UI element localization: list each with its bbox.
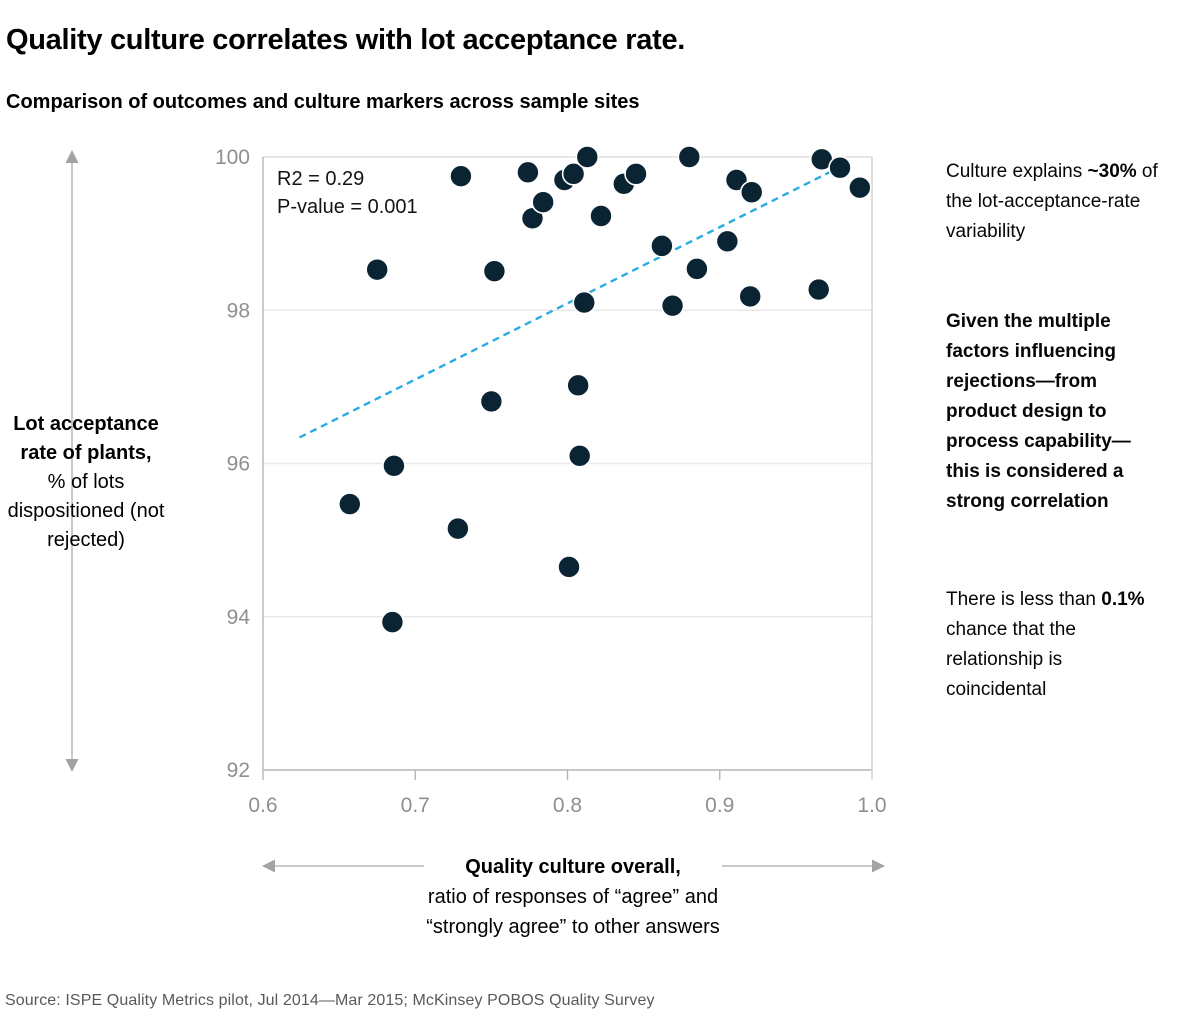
scatter-point [380, 610, 405, 634]
r-squared-value: R2 = 0.29 [277, 168, 365, 190]
scatter-point [739, 180, 764, 205]
source-note: Source: ISPE Quality Metrics pilot, Jul … [5, 992, 655, 1009]
x-axis-title-bold: Quality culture overall, [465, 856, 681, 878]
scatter-point [575, 145, 600, 169]
scatter-point [806, 277, 831, 302]
scatter-point [531, 190, 555, 215]
scatter-point [557, 555, 581, 579]
scatter-point [677, 145, 702, 169]
arrow-left-icon [262, 859, 275, 873]
scatter-point [660, 293, 685, 318]
annotation-coincidental: There is less than 0.1% chance that the … [946, 585, 1160, 705]
scatter-point [382, 453, 406, 478]
arrow-up-icon [65, 150, 79, 163]
scatter-point [572, 290, 597, 315]
y-tick-label: 92 [227, 759, 250, 782]
scatter-point [566, 373, 590, 398]
scatter-point [516, 160, 540, 185]
scatter-point [828, 155, 852, 180]
scatter-point [685, 257, 709, 281]
y-axis-title: Lot acceptance rate of plants, % of lots… [0, 410, 172, 555]
page-subtitle: Comparison of outcomes and culture marke… [6, 90, 640, 113]
stats-annotation: R2 = 0.29 P-value = 0.001 [277, 165, 418, 221]
annotation-text: Culture explains [946, 161, 1088, 182]
scatter-point [650, 234, 674, 258]
x-tick-label: 0.8 [553, 794, 582, 817]
scatter-point [589, 204, 613, 228]
x-tick-label: 1.0 [857, 794, 886, 817]
y-tick-label: 94 [227, 606, 251, 629]
arrow-down-icon [65, 759, 79, 772]
annotation-text: chance that the relationship is coincide… [946, 619, 1076, 700]
y-axis-title-bold: Lot acceptance rate of plants, [13, 413, 159, 464]
scatter-point [624, 162, 648, 186]
annotation-text: Given the multiple factors influencing r… [946, 311, 1131, 512]
trend-line [299, 165, 841, 439]
x-tick-label: 0.7 [401, 794, 430, 817]
annotation-text: of the lot-acceptance-rate variability [946, 161, 1158, 242]
annotation-strong-correlation: Given the multiple factors influencing r… [946, 307, 1146, 517]
x-axis-title-rest: ratio of responses of “agree” and “stron… [426, 886, 720, 938]
scatter-point [482, 259, 507, 283]
y-tick-label: 100 [215, 146, 250, 169]
annotation-bold-30pct: ~30% [1087, 161, 1137, 182]
p-value: P-value = 0.001 [277, 196, 418, 218]
scatter-point [848, 175, 872, 200]
x-tick-label: 0.6 [248, 794, 277, 817]
y-tick-label: 98 [227, 299, 250, 322]
x-tick-label: 0.9 [705, 794, 734, 817]
arrow-right-icon [872, 859, 885, 873]
scatter-point [561, 162, 586, 186]
annotation-bold-01pct: 0.1% [1101, 589, 1145, 610]
scatter-point [724, 168, 749, 192]
y-tick-label: 96 [227, 453, 250, 476]
y-axis-title-rest: % of lots dispositioned (not rejected) [7, 471, 165, 551]
scatter-point [337, 492, 362, 516]
x-axis-title: Quality culture overall, ratio of respon… [398, 852, 748, 942]
annotation-text: There is less than [946, 589, 1102, 610]
scatter-point [479, 389, 504, 414]
scatter-point [446, 516, 470, 541]
page-title: Quality culture correlates with lot acce… [6, 24, 686, 57]
scatter-point [365, 257, 389, 282]
scatter-point [449, 164, 473, 188]
scatter-point [738, 284, 763, 309]
scatter-point [567, 444, 592, 468]
scatter-point [715, 229, 740, 254]
annotation-culture-explains: Culture explains ~30% of the lot-accepta… [946, 157, 1160, 247]
